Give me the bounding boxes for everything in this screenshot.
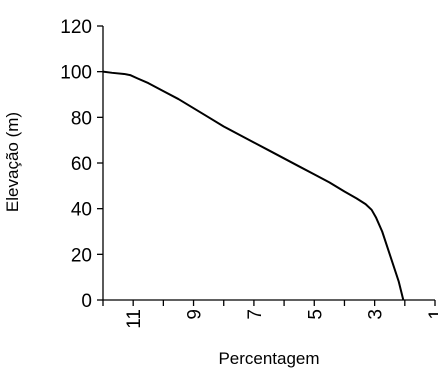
y-tick-label: 60	[71, 154, 92, 175]
x-tick-label: 9	[185, 309, 206, 320]
axes	[102, 26, 435, 301]
y-tick-label: 40	[71, 200, 92, 221]
x-tick-label: 11	[124, 309, 145, 329]
x-tick-label: 3	[366, 309, 387, 320]
series-line	[102, 70, 405, 301]
y-tick-label: 100	[60, 63, 92, 84]
y-tick-label: 80	[71, 108, 92, 129]
x-axis-label: Percentagem	[218, 349, 319, 368]
ticks: 0 20 40 60 80 100 120 11 9 7 5 3 1	[60, 17, 438, 329]
y-axis-label: Elevação (m)	[3, 112, 22, 212]
x-tick-label: 7	[245, 309, 266, 320]
y-tick-label: 20	[71, 245, 92, 266]
y-tick-label: 0	[81, 291, 92, 312]
x-tick-label: 1	[426, 309, 438, 320]
series-layer	[102, 70, 405, 301]
x-tick-label: 5	[305, 309, 326, 320]
y-tick-label: 120	[60, 17, 92, 38]
